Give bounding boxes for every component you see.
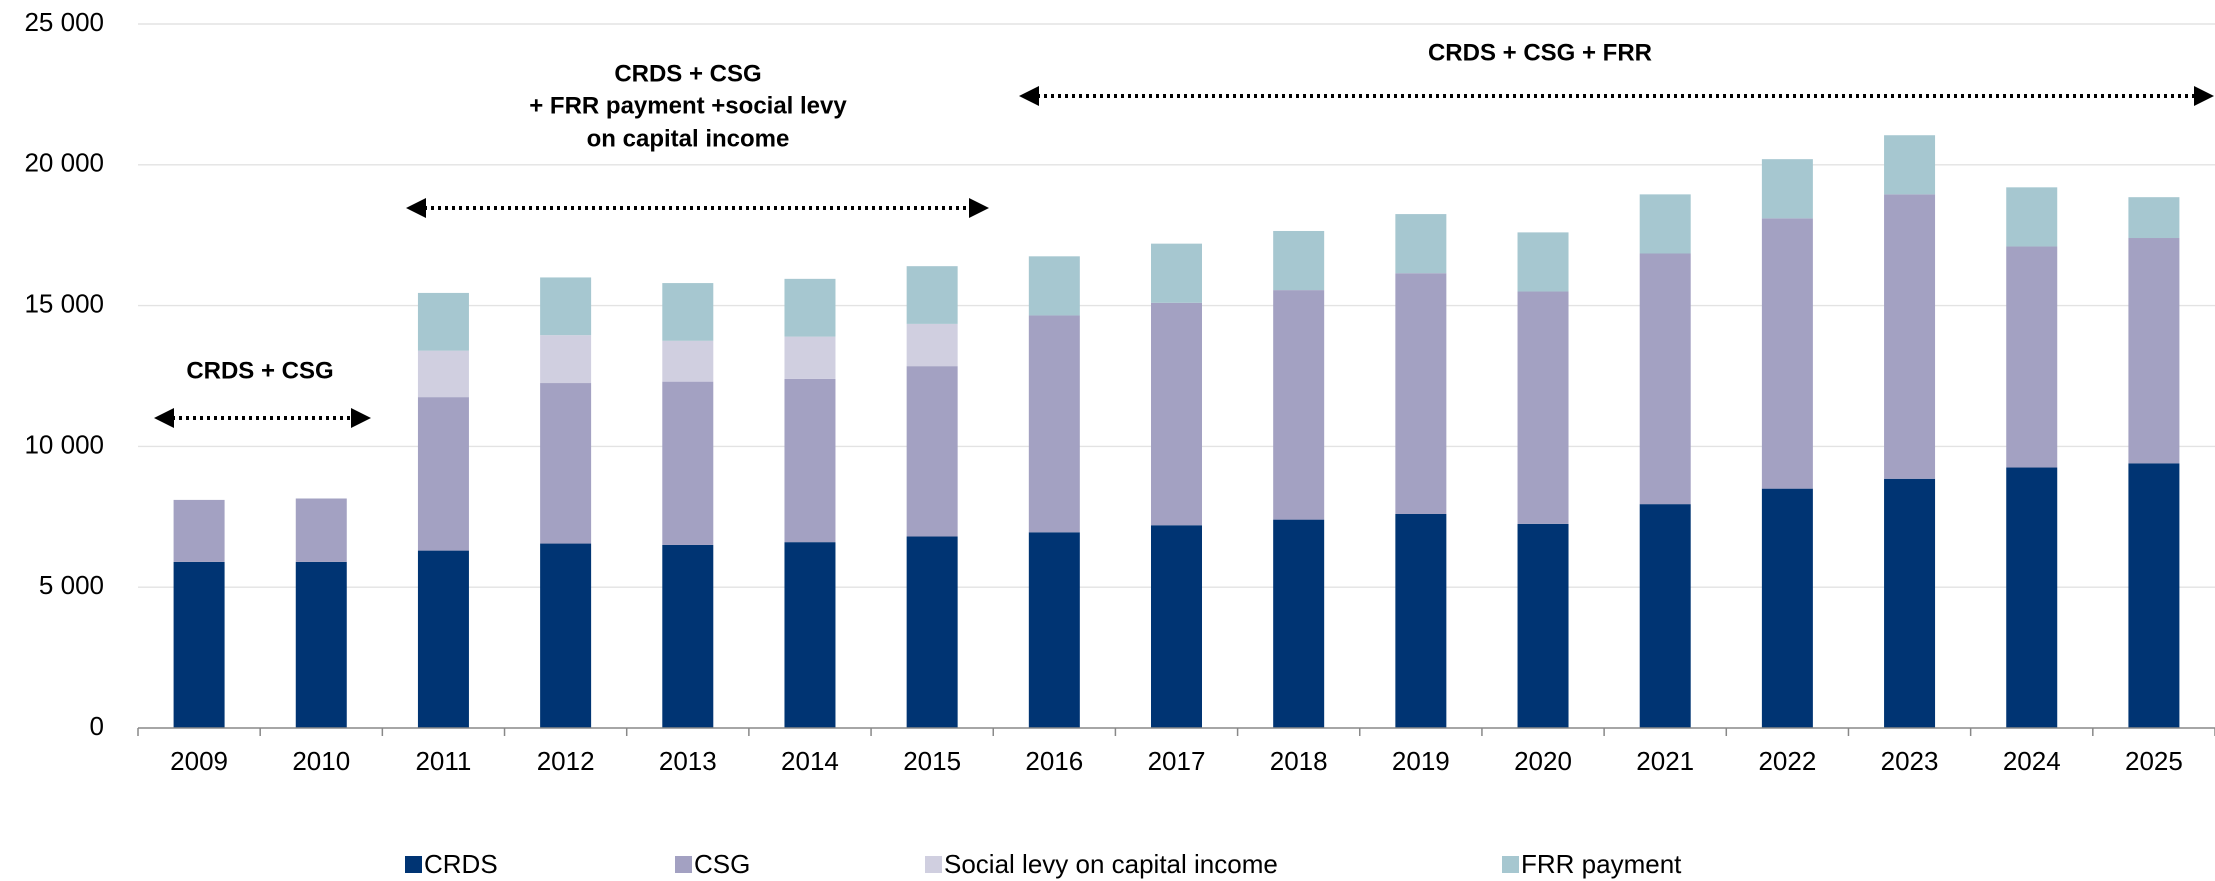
bar-segment (906, 266, 958, 324)
x-tick-label: 2017 (1148, 746, 1206, 776)
bar-segment (1151, 302, 1202, 526)
bar-segment (784, 278, 836, 337)
bar-segment (1028, 256, 1080, 316)
annotation: on capital income (587, 125, 790, 152)
bar-segment (417, 292, 469, 351)
bar-segment (1395, 214, 1447, 274)
y-tick-label: 10 000 (24, 429, 104, 459)
bar-segment (540, 543, 592, 728)
bar-segment (2128, 197, 2180, 239)
bar-segment (417, 397, 469, 551)
legend-swatch (675, 856, 692, 873)
bar-segment (417, 550, 469, 728)
bar-segment (1273, 519, 1325, 728)
bar-segment (2128, 238, 2180, 464)
bar-segment (1395, 273, 1447, 514)
x-tick-label: 2018 (1270, 746, 1328, 776)
legend-label: CSG (694, 849, 750, 879)
bar-segment (906, 366, 958, 537)
x-tick-label: 2014 (781, 746, 839, 776)
x-tick-label: 2024 (2003, 746, 2061, 776)
bar-segment (2006, 246, 2058, 468)
bar-segment (1273, 230, 1325, 291)
bar-segment (662, 381, 714, 545)
x-tick-label: 2019 (1392, 746, 1450, 776)
bar-segment (784, 378, 836, 543)
x-tick-label: 2016 (1025, 746, 1083, 776)
x-tick-label: 2015 (903, 746, 961, 776)
bar-segment (295, 561, 347, 728)
bar-segment (1884, 135, 1936, 195)
y-tick-label: 5 000 (39, 570, 104, 600)
bar-segment (2006, 467, 2058, 728)
annotation: + FRR payment +social levy (529, 92, 847, 119)
bar-segment (540, 383, 592, 544)
bar-segment (1273, 290, 1325, 520)
annotation: CRDS + CSG (614, 60, 761, 87)
legend-label: CRDS (424, 849, 498, 879)
bar-segment (784, 542, 836, 728)
legend-swatch (1502, 856, 1519, 873)
bar-segment (1517, 523, 1569, 728)
legend-label: Social levy on capital income (944, 849, 1278, 879)
y-tick-label: 25 000 (24, 7, 104, 37)
bar-segment (1639, 253, 1691, 505)
bar-segment (1884, 194, 1936, 479)
bar-segment (1884, 478, 1936, 728)
y-tick-label: 0 (90, 711, 104, 741)
bar-segment (1028, 532, 1080, 728)
bar-segment (662, 340, 714, 382)
bar-segment (2128, 463, 2180, 728)
bar-segment (1151, 525, 1202, 728)
bar-segment (784, 336, 836, 379)
x-tick-label: 2021 (1636, 746, 1694, 776)
bar-segment (417, 350, 469, 398)
bar-segment (662, 283, 714, 341)
bar-segment (173, 499, 225, 562)
bar-segment (906, 323, 958, 367)
x-tick-label: 2009 (170, 746, 228, 776)
bar-segment (540, 335, 592, 384)
x-tick-label: 2022 (1758, 746, 1816, 776)
x-tick-label: 2025 (2125, 746, 2183, 776)
x-tick-label: 2012 (537, 746, 595, 776)
bar-segment (540, 277, 592, 336)
y-tick-label: 15 000 (24, 288, 104, 318)
bar-segment (1639, 194, 1691, 254)
legend-swatch (925, 856, 942, 873)
legend-label: FRR payment (1521, 849, 1682, 879)
bar-segment (173, 561, 225, 728)
x-tick-label: 2023 (1881, 746, 1939, 776)
x-tick-label: 2013 (659, 746, 717, 776)
bar-segment (1517, 232, 1569, 292)
bar-segment (1761, 488, 1813, 728)
x-tick-label: 2011 (415, 746, 471, 776)
bar-segment (1151, 243, 1202, 303)
bar-segment (1395, 513, 1447, 728)
bar-segment (662, 544, 714, 728)
bar-segment (1028, 315, 1080, 533)
x-tick-label: 2010 (292, 746, 350, 776)
x-tick-label: 2020 (1514, 746, 1572, 776)
bar-segment (1761, 218, 1813, 489)
bar-segment (1761, 159, 1813, 219)
bar-segment (1639, 504, 1691, 728)
annotation: CRDS + CSG (186, 357, 333, 384)
bar-segment (2006, 187, 2058, 247)
bar-segment (295, 498, 347, 562)
legend-swatch (405, 856, 422, 873)
bar-segment (1517, 291, 1569, 524)
y-tick-label: 20 000 (24, 148, 104, 178)
annotation: CRDS + CSG + FRR (1428, 39, 1652, 66)
bar-segment (906, 536, 958, 728)
